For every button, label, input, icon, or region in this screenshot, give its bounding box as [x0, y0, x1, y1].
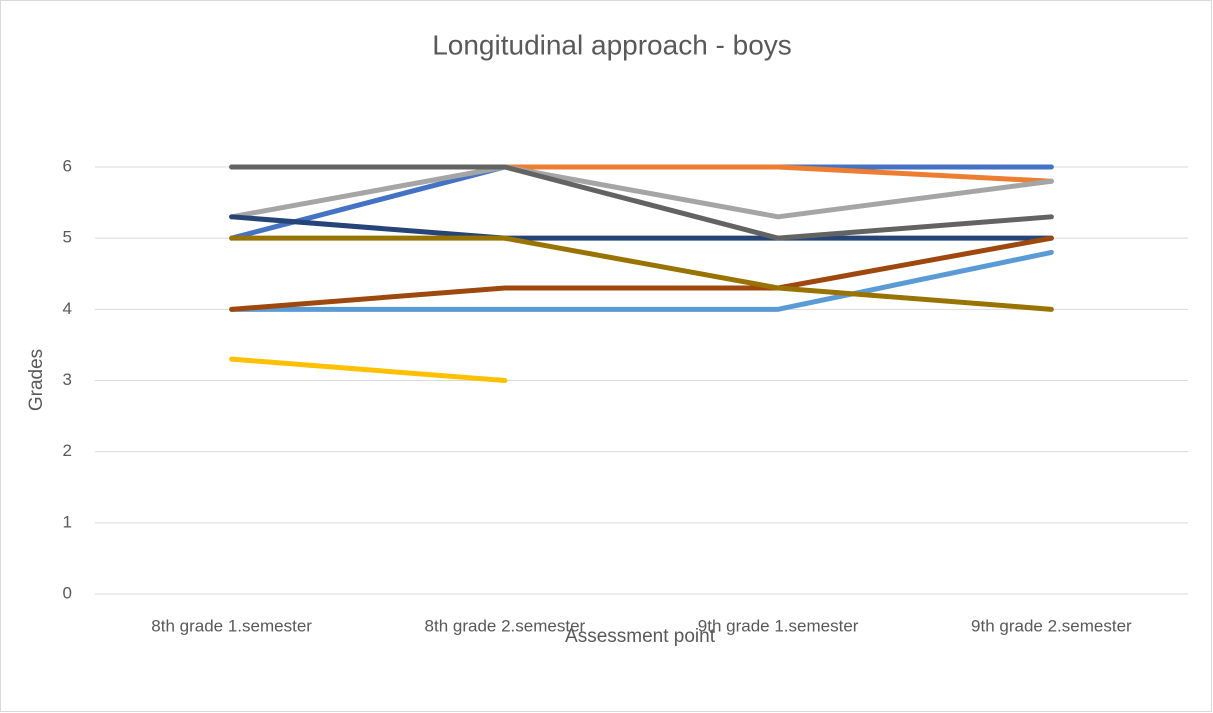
- x-tick-label: 8th grade 1.semester: [151, 616, 312, 635]
- y-tick-label: 5: [63, 228, 72, 247]
- x-tick-label: 9th grade 2.semester: [971, 616, 1132, 635]
- series-line: [229, 235, 1054, 312]
- y-tick-label: 2: [63, 441, 72, 460]
- y-tick-label: 4: [63, 299, 72, 318]
- series-line: [229, 164, 1054, 241]
- chart-title: Longitudinal approach - boys: [432, 29, 792, 60]
- x-tick-label: 9th grade 1.semester: [698, 616, 859, 635]
- y-tick-label: 3: [63, 370, 72, 389]
- series-line: [229, 249, 1054, 312]
- x-tick-label: 8th grade 2.semester: [425, 616, 586, 635]
- y-tick-label: 6: [63, 156, 72, 175]
- x-axis-label: Assessment point: [565, 626, 716, 647]
- y-axis-label: Grades: [26, 349, 47, 411]
- y-tick-label: 0: [63, 583, 72, 602]
- series-line: [229, 235, 1054, 312]
- series-line: [229, 356, 508, 383]
- series-line: [229, 164, 1054, 220]
- series-line: [229, 214, 1054, 241]
- y-tick-label: 1: [63, 512, 72, 531]
